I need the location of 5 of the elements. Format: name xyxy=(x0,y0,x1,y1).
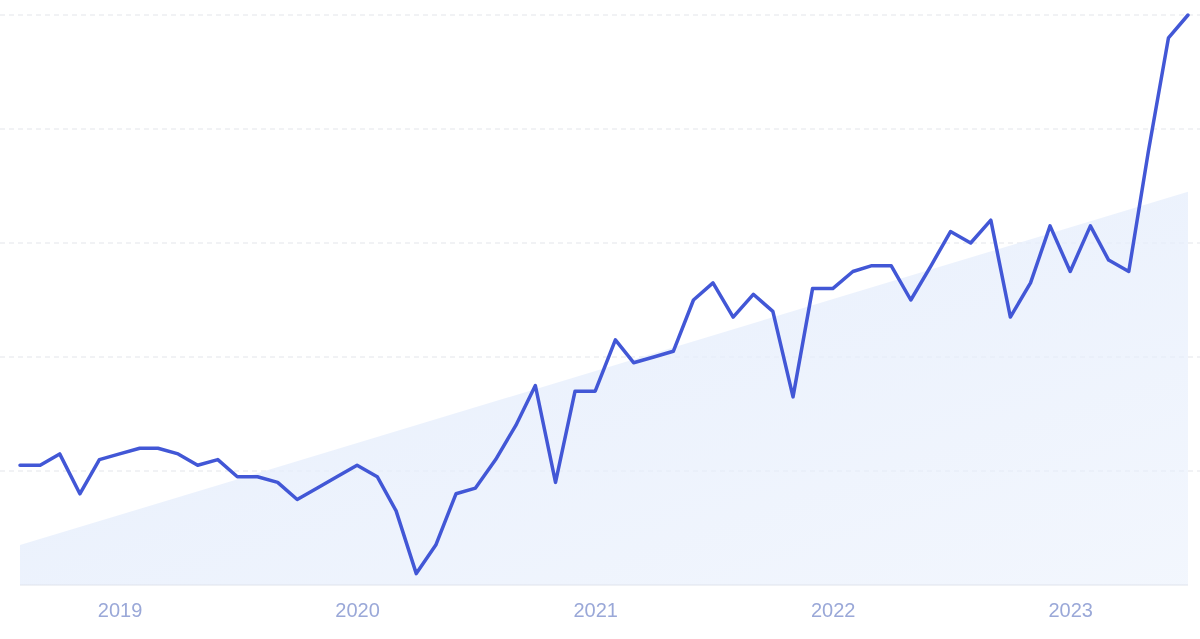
x-tick-label: 2022 xyxy=(810,599,856,622)
x-tick-label: 2023 xyxy=(1048,599,1093,622)
x-tick-label: 2019 xyxy=(97,599,143,622)
x-tick-label: 2021 xyxy=(573,599,618,622)
x-tick-label: 2020 xyxy=(335,599,380,622)
